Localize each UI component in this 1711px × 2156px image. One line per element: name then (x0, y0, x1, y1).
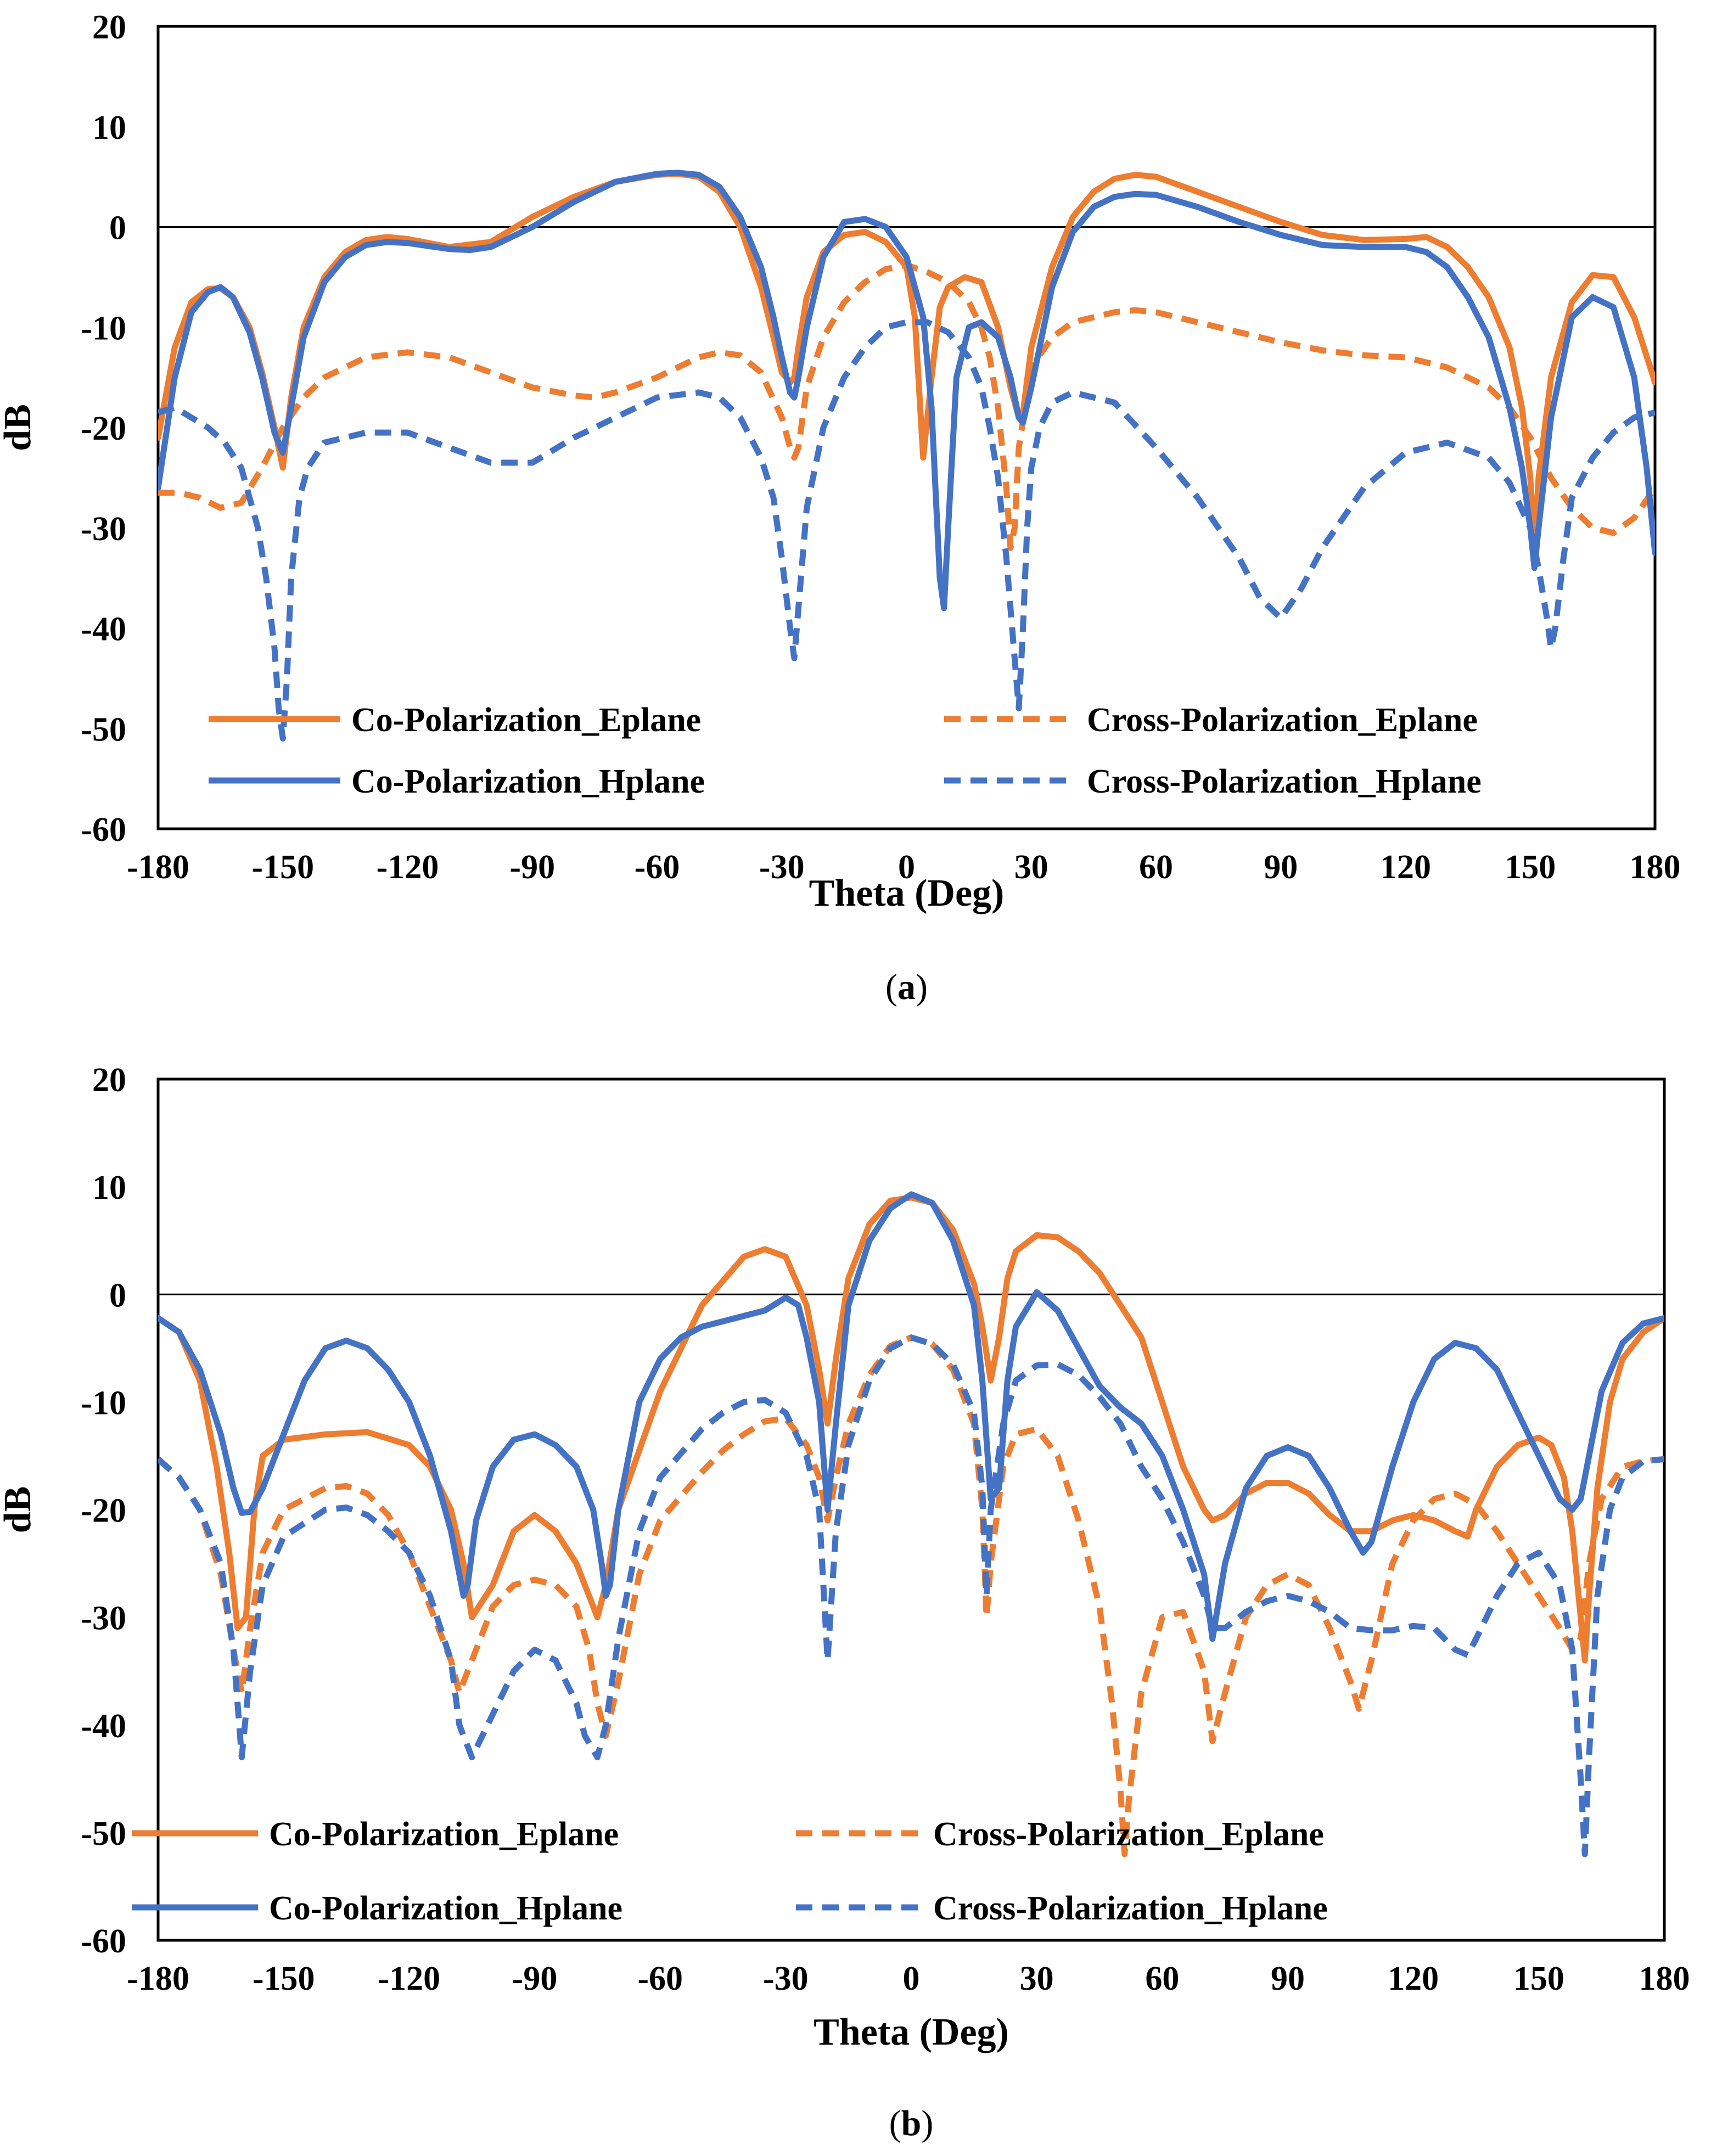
y-tick-label: -30 (81, 1600, 126, 1637)
legend-item: Co-Polarization_Eplane (132, 1816, 619, 1853)
x-tick-label: -180 (127, 849, 189, 886)
series-line-cross-polarization-hplane (158, 319, 1655, 742)
y-tick-label: -20 (81, 410, 126, 447)
y-tick-label: 10 (92, 109, 126, 147)
x-tick-label: 60 (1139, 849, 1173, 886)
plot-area-frame (156, 1077, 1666, 1942)
y-tick-label: -30 (81, 510, 126, 548)
x-tick-label: -150 (253, 1960, 315, 1997)
x-axis-label: Theta (Deg) (814, 2011, 1009, 2053)
x-tick-label: 120 (1388, 1960, 1439, 1997)
y-axis-label: dB (0, 1486, 39, 1534)
x-tick-label: -30 (763, 1960, 809, 1997)
x-tick-label: -120 (377, 849, 439, 886)
y-tick-label: -60 (81, 811, 126, 849)
y-tick-label: -50 (81, 711, 126, 748)
y-axis-label: dB (0, 404, 39, 451)
x-tick-label: -150 (251, 849, 314, 886)
legend-label: Cross-Polarization_Hplane (1087, 763, 1482, 800)
y-tick-label: -60 (81, 1923, 126, 1960)
x-tick-label: 150 (1505, 849, 1556, 886)
x-tick-label: 180 (1630, 849, 1681, 886)
caption-close-paren: ) (916, 967, 928, 1007)
caption-letter: b (901, 2103, 922, 2143)
y-tick-label: -10 (81, 310, 126, 347)
series-line-co-polarization-hplane (158, 170, 1655, 611)
panel-caption: (a) (885, 967, 928, 1007)
legend-item: Cross-Polarization_Hplane (796, 1890, 1328, 1927)
legend-item: Cross-Polarization_Hplane (944, 763, 1482, 800)
legend-item: Co-Polarization_Eplane (209, 701, 701, 739)
x-tick-labels: -180 -150 -120 -90 -60 -30 0 30 60 90 120 150 180 (127, 849, 1680, 886)
series-line-cross-polarization-eplane (158, 262, 1655, 551)
x-tick-label: 180 (1639, 1960, 1690, 1997)
x-tick-label: 30 (1014, 849, 1048, 886)
legend-label: Co-Polarization_Hplane (269, 1890, 622, 1927)
legend-label: Co-Polarization_Eplane (351, 701, 701, 739)
x-tick-label: 120 (1380, 849, 1431, 886)
series-line-co-polarization-hplane (158, 1191, 1664, 1642)
y-tick-label: -40 (81, 611, 126, 648)
legend-item: Cross-Polarization_Eplane (944, 701, 1478, 739)
legend: Co-Polarization_Eplane Cross-Polarization… (209, 701, 1482, 800)
y-tick-label: -50 (81, 1815, 126, 1852)
x-tick-label: 60 (1145, 1960, 1179, 1997)
series-line-cross-polarization-hplane (158, 1334, 1664, 1857)
x-tick-label: -120 (378, 1960, 441, 1997)
y-tick-label: 20 (92, 1062, 126, 1099)
x-tick-label: 0 (898, 849, 915, 886)
series-line-co-polarization-eplane (158, 1194, 1664, 1664)
x-tick-label: 30 (1020, 1960, 1054, 1997)
x-tick-label: 0 (903, 1960, 920, 1997)
caption-letter: a (897, 967, 916, 1007)
series-line-co-polarization-eplane (158, 171, 1655, 551)
x-tick-label: -90 (509, 849, 555, 886)
x-tick-label: -90 (512, 1960, 558, 1997)
y-tick-label: -10 (81, 1384, 126, 1422)
y-tick-label: 10 (92, 1169, 126, 1206)
panel-caption: (b) (889, 2103, 934, 2143)
y-tick-label: 0 (109, 1277, 126, 1314)
y-tick-label: -20 (81, 1492, 126, 1530)
series-lines (158, 170, 1655, 742)
y-tick-label: 0 (109, 210, 126, 247)
legend-label: Cross-Polarization_Hplane (933, 1890, 1328, 1927)
x-tick-label: 150 (1513, 1960, 1564, 1997)
x-tick-label: 90 (1271, 1960, 1305, 1997)
y-tick-labels: -60 -50 -40 -30 -20 -10 0 10 20 (81, 1062, 126, 1960)
x-tick-label: -180 (127, 1960, 189, 1997)
legend-item: Co-Polarization_Hplane (132, 1890, 622, 1927)
legend-item: Cross-Polarization_Eplane (796, 1816, 1324, 1853)
legend-item: Co-Polarization_Hplane (209, 763, 705, 800)
x-tick-label: -30 (759, 849, 805, 886)
series-line-cross-polarization-eplane (158, 1334, 1664, 1857)
legend-label: Co-Polarization_Hplane (351, 763, 705, 800)
x-tick-label: -60 (637, 1960, 683, 1997)
series-lines (158, 1191, 1664, 1857)
legend-label: Cross-Polarization_Eplane (933, 1816, 1324, 1853)
caption-close-paren: ) (921, 2103, 933, 2143)
x-tick-label: -60 (635, 849, 680, 886)
x-axis-label: Theta (Deg) (809, 872, 1005, 914)
caption-open-paren: ( (885, 967, 897, 1007)
y-tick-label: 20 (92, 9, 126, 46)
x-tick-label: 90 (1264, 849, 1298, 886)
caption-open-paren: ( (889, 2103, 901, 2143)
y-tick-labels: -60 -50 -40 -30 -20 -10 0 10 20 (81, 9, 126, 849)
legend: Co-Polarization_Eplane Cross-Polarization… (132, 1816, 1328, 1927)
legend-label: Co-Polarization_Eplane (269, 1816, 619, 1853)
x-tick-labels: -180 -150 -120 -90 -60 -30 0 30 60 90 120 150 180 (127, 1960, 1690, 1997)
legend-label: Cross-Polarization_Eplane (1087, 701, 1478, 739)
y-tick-label: -40 (81, 1708, 126, 1745)
